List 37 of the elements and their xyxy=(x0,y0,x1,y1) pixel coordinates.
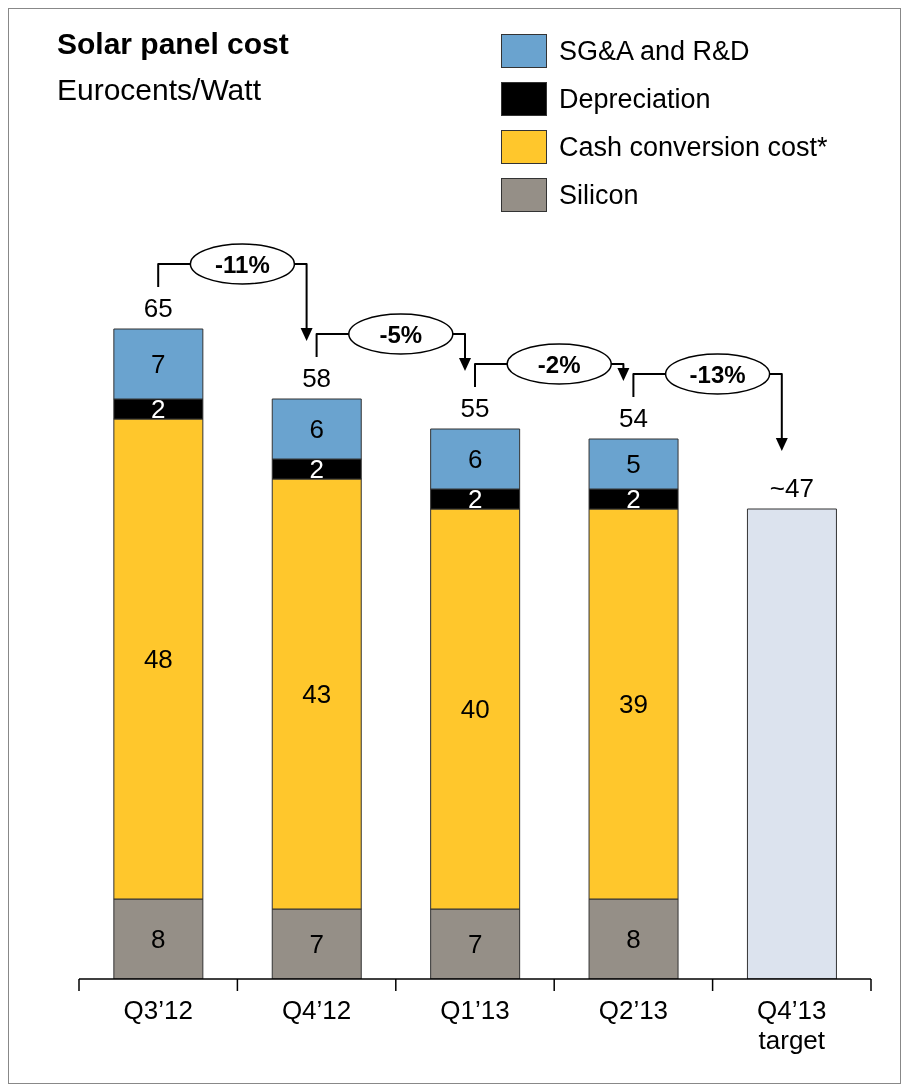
data-label: 7 xyxy=(309,929,324,959)
annotation: -5% xyxy=(379,320,423,348)
total-label: 55 xyxy=(460,393,490,423)
total-label: ~47 xyxy=(769,473,814,503)
bar xyxy=(746,508,837,979)
data-label: 2 xyxy=(151,394,166,424)
legend-label: Depreciation xyxy=(559,83,711,115)
legend-label: Cash conversion cost* xyxy=(559,131,828,163)
total-label: 65 xyxy=(143,293,173,323)
x-tick-label: Q4’12 xyxy=(281,995,352,1025)
data-label: 8 xyxy=(151,924,166,954)
total-label: 54 xyxy=(618,403,648,433)
data-label: 2 xyxy=(309,454,324,484)
data-label: 2 xyxy=(626,484,641,514)
chart-title: Solar panel cost xyxy=(57,27,289,61)
text: -11% xyxy=(215,250,270,278)
x-tick-label: Q2’13 xyxy=(598,995,669,1025)
x-tick-label: Q3’12 xyxy=(123,995,193,1025)
legend-label: SG&A and R&D xyxy=(559,35,750,67)
data-label: 39 xyxy=(619,689,649,719)
data-label: 40 xyxy=(460,694,490,724)
annotation: -13% xyxy=(689,360,746,388)
data-label: 5 xyxy=(626,449,641,479)
x-tick-label: Q1’13 xyxy=(440,995,510,1025)
data-label: 6 xyxy=(467,444,483,474)
total-label: 58 xyxy=(302,363,332,393)
data-label: 8 xyxy=(626,924,641,954)
data-label: 6 xyxy=(309,414,324,444)
data-label: 48 xyxy=(143,644,173,674)
data-label: 7 xyxy=(151,349,166,379)
annotation: -2% xyxy=(537,350,581,378)
chart-subtitle: Eurocents/Watt xyxy=(57,73,262,107)
data-label: 7 xyxy=(467,929,483,959)
x-tick-label: Q4’13 target xyxy=(757,995,827,1055)
data-label: 2 xyxy=(467,484,483,514)
legend-label: Silicon xyxy=(559,179,639,211)
data-label: 43 xyxy=(302,679,332,709)
